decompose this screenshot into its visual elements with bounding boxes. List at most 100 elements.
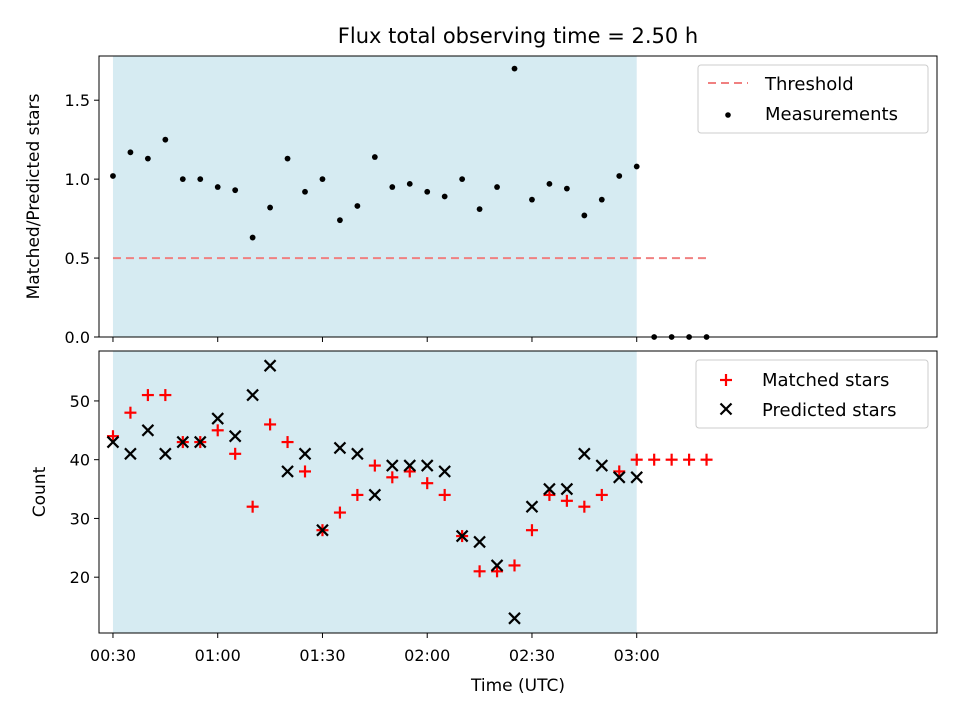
measurement-point <box>302 188 308 195</box>
cross-b <box>124 447 137 461</box>
legend-matched-label: Matched stars <box>762 370 889 391</box>
cross-b <box>455 529 469 543</box>
cross-b <box>595 459 609 472</box>
measurement-point <box>511 65 518 72</box>
bottom-x-ticks: 00:30 01:00 01:30 02:00 02:30 03:00 <box>90 633 660 665</box>
predicted-star-point <box>525 500 539 513</box>
matched-star-point <box>386 471 399 484</box>
predicted-star-point <box>316 523 329 537</box>
cross-b <box>351 447 364 461</box>
predicted-star-point <box>508 612 521 625</box>
measurement-point <box>546 180 553 187</box>
predicted-star-point <box>560 482 574 496</box>
matched-star-point <box>333 506 346 519</box>
measurement-point <box>529 196 535 203</box>
top-y-tick-label: 0.5 <box>65 249 90 268</box>
matched-star-point <box>560 494 573 507</box>
predicted-star-point <box>578 447 591 461</box>
predicted-star-point <box>141 424 155 437</box>
cross-b <box>211 412 224 425</box>
cross-b <box>525 500 539 513</box>
matched-star-point <box>106 430 119 443</box>
matched-star-point <box>578 500 591 513</box>
cross-b <box>630 471 643 484</box>
cross-b <box>612 471 626 484</box>
cross-b <box>543 482 556 496</box>
cross-b <box>578 447 591 461</box>
matched-star-point <box>525 524 538 537</box>
x-tick-label: 00:30 <box>90 646 136 665</box>
predicted-star-point <box>490 559 504 572</box>
cross-b <box>490 559 504 572</box>
measurement-point <box>127 149 134 156</box>
matched-star-point <box>491 565 504 578</box>
cross-b <box>193 435 207 449</box>
cross-b <box>403 459 417 472</box>
predicted-star-point <box>386 459 399 472</box>
predicted-star-point <box>333 441 347 455</box>
predicted-star-point <box>281 465 294 478</box>
matched-star-point <box>613 465 626 478</box>
predicted-star-point <box>124 447 137 461</box>
bottom-y-tick-label: 40 <box>70 451 90 470</box>
measurement-point <box>110 173 116 179</box>
x-tick-label: 01:30 <box>299 646 345 665</box>
predicted-star-point <box>106 435 120 449</box>
bottom-observing-span <box>112 351 637 633</box>
cross-b <box>298 447 312 461</box>
measurement-point <box>424 188 431 195</box>
bottom-y-axis-label: Count <box>30 466 50 517</box>
predicted-star-point <box>298 447 312 461</box>
matched-star-point <box>264 418 277 431</box>
measurement-point <box>144 155 151 162</box>
matched-star-point <box>543 488 556 501</box>
predicted-star-point <box>246 388 259 402</box>
top-axes-frame <box>98 55 938 338</box>
cross-b <box>508 612 521 625</box>
matched-star-point <box>229 447 242 460</box>
bottom-y-ticks: 20 30 40 50 <box>70 392 99 587</box>
top-observing-span <box>112 56 637 337</box>
top-y-axis-label: Matched/Predicted stars <box>24 93 44 299</box>
bottom-y-tick-label: 50 <box>70 392 90 411</box>
predicted-star-point <box>351 447 364 461</box>
measurement-point <box>354 203 361 209</box>
bottom-axes-frame <box>98 350 938 634</box>
measurement-point <box>337 217 343 224</box>
measurement-point <box>197 176 204 183</box>
legend-matched-swatch <box>720 374 732 386</box>
top-legend-box <box>697 64 929 134</box>
legend-measurements-swatch <box>725 112 731 118</box>
top-y-tick-label: 0.0 <box>65 328 90 347</box>
measurement-point <box>441 193 448 200</box>
matched-star-point <box>683 453 696 466</box>
measurement-point <box>179 176 186 183</box>
measurement-point <box>598 196 605 203</box>
predicted-star-point <box>420 459 434 472</box>
predicted-star-point <box>176 435 190 449</box>
measurement-point <box>232 187 239 194</box>
matched-star-point <box>299 465 312 478</box>
predicted-star-point <box>263 359 277 372</box>
measurement-point <box>319 176 326 183</box>
matched-star-point <box>246 500 259 513</box>
cross-b <box>228 429 242 443</box>
matched-star-point <box>473 565 486 578</box>
measurement-point <box>476 206 483 213</box>
measurement-point <box>214 184 221 190</box>
predicted-star-point <box>403 459 417 472</box>
cross-b <box>560 482 574 496</box>
measurement-point <box>267 204 273 211</box>
cross-b <box>438 465 451 478</box>
cross-b <box>106 435 120 449</box>
predicted-star-point <box>193 435 207 449</box>
cross-b <box>176 435 190 449</box>
top-panel: 0.0 0.5 1.0 1.5 Flux total observing time =… <box>24 24 938 347</box>
measurement-point <box>459 176 466 183</box>
x-tick-label: 01:00 <box>195 646 241 665</box>
cross-b <box>246 388 259 402</box>
predicted-star-point <box>543 482 556 496</box>
measurement-point <box>406 180 413 187</box>
